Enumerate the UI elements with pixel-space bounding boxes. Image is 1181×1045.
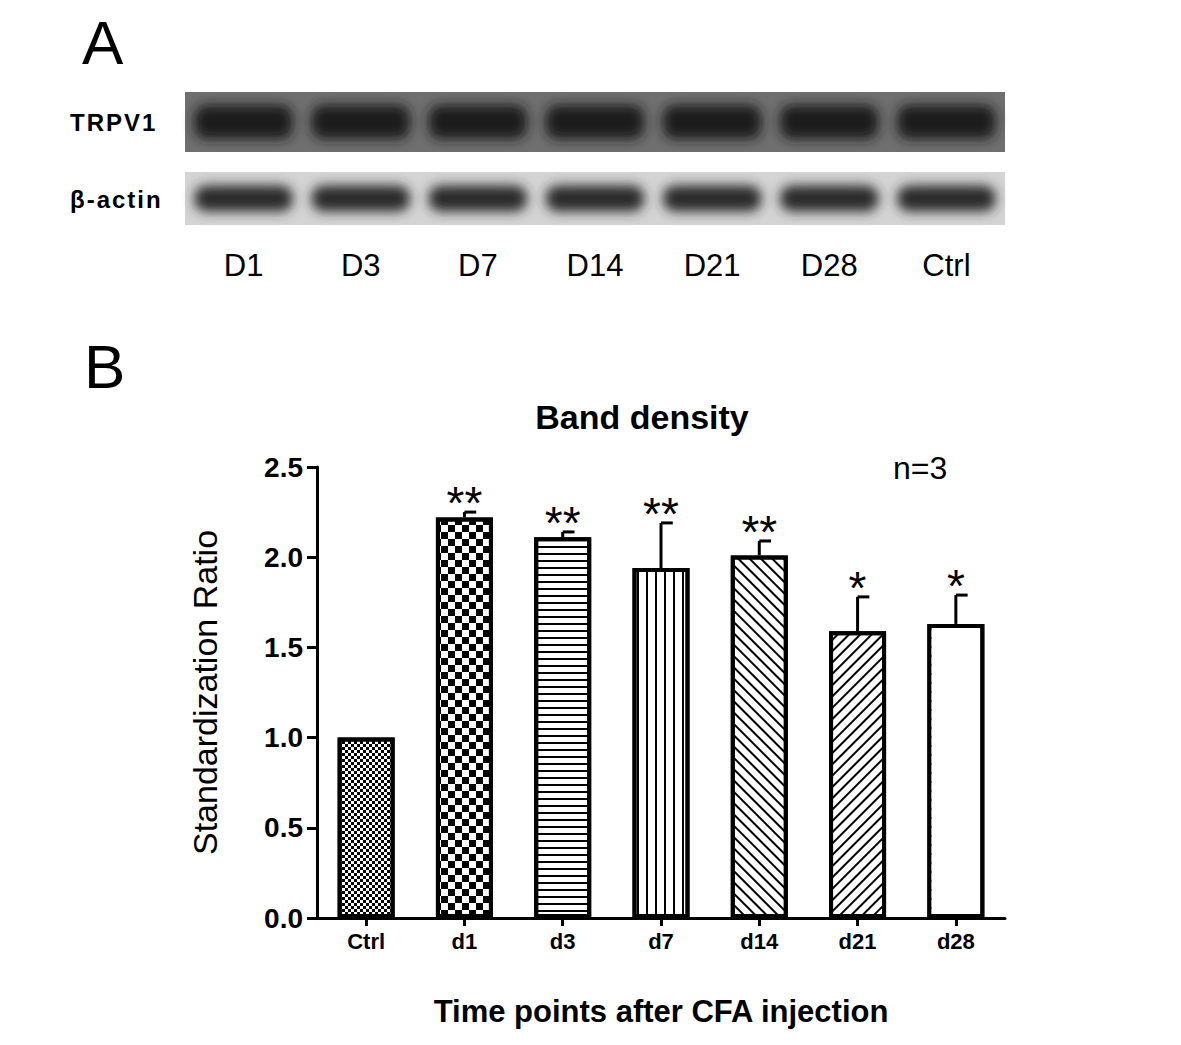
svg-text:n=3: n=3 bbox=[893, 450, 947, 486]
svg-text:TRPV1: TRPV1 bbox=[70, 109, 157, 136]
svg-text:d3: d3 bbox=[550, 929, 576, 954]
svg-text:d21: d21 bbox=[839, 929, 877, 954]
svg-text:D3: D3 bbox=[341, 248, 381, 283]
svg-text:Ctrl: Ctrl bbox=[922, 248, 970, 283]
svg-text:d28: d28 bbox=[937, 929, 975, 954]
svg-text:**: ** bbox=[643, 488, 679, 540]
svg-text:D21: D21 bbox=[684, 248, 741, 283]
svg-text:D7: D7 bbox=[458, 248, 498, 283]
svg-text:0.5: 0.5 bbox=[264, 812, 303, 843]
svg-text:d7: d7 bbox=[648, 929, 674, 954]
svg-text:B: B bbox=[84, 332, 125, 401]
svg-text:*: * bbox=[849, 562, 867, 614]
svg-text:**: ** bbox=[741, 506, 777, 558]
svg-text:d14: d14 bbox=[740, 929, 779, 954]
svg-text:Time points after CFA injectio: Time points after CFA injection bbox=[434, 994, 889, 1029]
svg-text:β-actin: β-actin bbox=[70, 186, 163, 213]
svg-text:2.0: 2.0 bbox=[264, 542, 303, 573]
svg-text:d1: d1 bbox=[452, 929, 478, 954]
svg-text:1.5: 1.5 bbox=[264, 632, 303, 663]
svg-text:*: * bbox=[947, 560, 965, 612]
svg-text:2.5: 2.5 bbox=[264, 452, 303, 483]
svg-text:D28: D28 bbox=[801, 248, 858, 283]
svg-text:0.0: 0.0 bbox=[264, 903, 303, 934]
svg-text:1.0: 1.0 bbox=[264, 722, 303, 753]
svg-text:**: ** bbox=[545, 497, 581, 549]
svg-text:D14: D14 bbox=[567, 248, 624, 283]
svg-text:Band density: Band density bbox=[535, 398, 749, 436]
svg-text:**: ** bbox=[447, 477, 483, 529]
svg-text:D1: D1 bbox=[224, 248, 264, 283]
svg-text:Ctrl: Ctrl bbox=[347, 929, 385, 954]
svg-text:A: A bbox=[82, 8, 124, 77]
svg-text:Standardization Ratio: Standardization Ratio bbox=[186, 530, 224, 855]
